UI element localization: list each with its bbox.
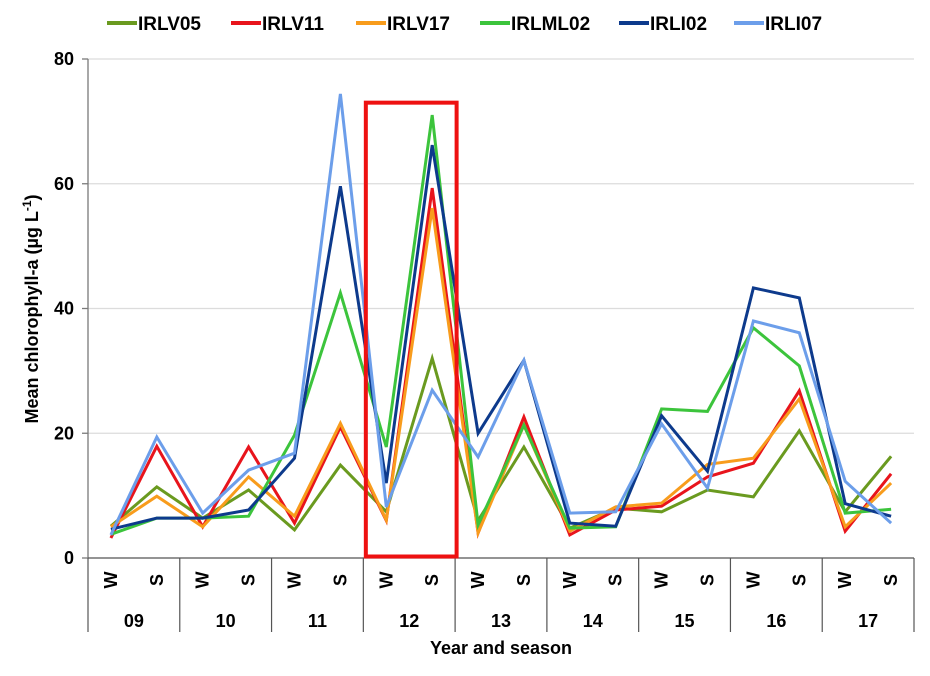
season-label: S — [422, 574, 442, 586]
season-label: S — [330, 574, 350, 586]
series-line-irli07 — [109, 93, 893, 536]
series-line-irlv05 — [109, 353, 893, 533]
year-label: 16 — [766, 611, 786, 631]
season-label: W — [652, 572, 672, 589]
season-label: W — [560, 572, 580, 589]
season-label: S — [881, 574, 901, 586]
gridlines — [88, 58, 914, 434]
season-label: S — [239, 574, 259, 586]
season-label: W — [376, 572, 396, 589]
y-tick-label: 20 — [54, 423, 74, 443]
series-line-irli02 — [110, 144, 892, 531]
season-label: W — [468, 572, 488, 589]
year-label: 17 — [858, 611, 878, 631]
season-label: S — [698, 574, 718, 586]
y-tick-label: 80 — [54, 49, 74, 69]
season-label: S — [514, 574, 534, 586]
series-line-irlv17 — [110, 207, 893, 539]
legend-label-irli07: IRLI07 — [765, 14, 822, 35]
year-label: 12 — [399, 611, 419, 631]
year-label: 11 — [308, 611, 327, 631]
y-axis-title: Mean chlorophyll-a (µg L-1) — [20, 194, 42, 423]
x-axis: 09 W S 10 W S 11 W S 12 W S 13 W S 14 W S 15 W S 16 W S 17 W S — [87, 557, 915, 632]
year-label: 10 — [216, 611, 236, 631]
season-label: W — [835, 572, 855, 589]
series-line-irlml02 — [110, 114, 892, 536]
legend: IRLV05 IRLV11 IRLV17 IRLML02 IRLI02 IRLI07 — [107, 14, 822, 35]
annotations — [363, 100, 459, 559]
legend-label-irli02: IRLI02 — [650, 14, 707, 35]
legend-label-irlv17: IRLV17 — [387, 14, 450, 35]
y-tick-label: 40 — [54, 299, 74, 319]
year-label: 09 — [124, 611, 144, 631]
year-label: 15 — [675, 611, 695, 631]
y-axis: 0 20 40 60 80 — [54, 49, 89, 568]
season-label: W — [285, 572, 305, 589]
season-label: W — [101, 572, 121, 589]
x-axis-title: Year and season — [430, 638, 572, 658]
series-lines — [109, 93, 893, 539]
y-tick-label: 0 — [64, 548, 74, 568]
legend-label-irlv11: IRLV11 — [262, 14, 324, 35]
season-label: W — [743, 572, 763, 589]
season-label: S — [789, 574, 809, 586]
season-label: S — [147, 574, 167, 586]
highlight-box — [363, 100, 459, 559]
year-label: 14 — [583, 611, 603, 631]
year-label: 13 — [491, 611, 511, 631]
legend-label-irlv05: IRLV05 — [138, 14, 201, 35]
season-label: S — [606, 574, 626, 586]
season-label: W — [193, 572, 213, 589]
y-tick-label: 60 — [54, 174, 74, 194]
legend-label-irlml02: IRLML02 — [511, 14, 590, 35]
